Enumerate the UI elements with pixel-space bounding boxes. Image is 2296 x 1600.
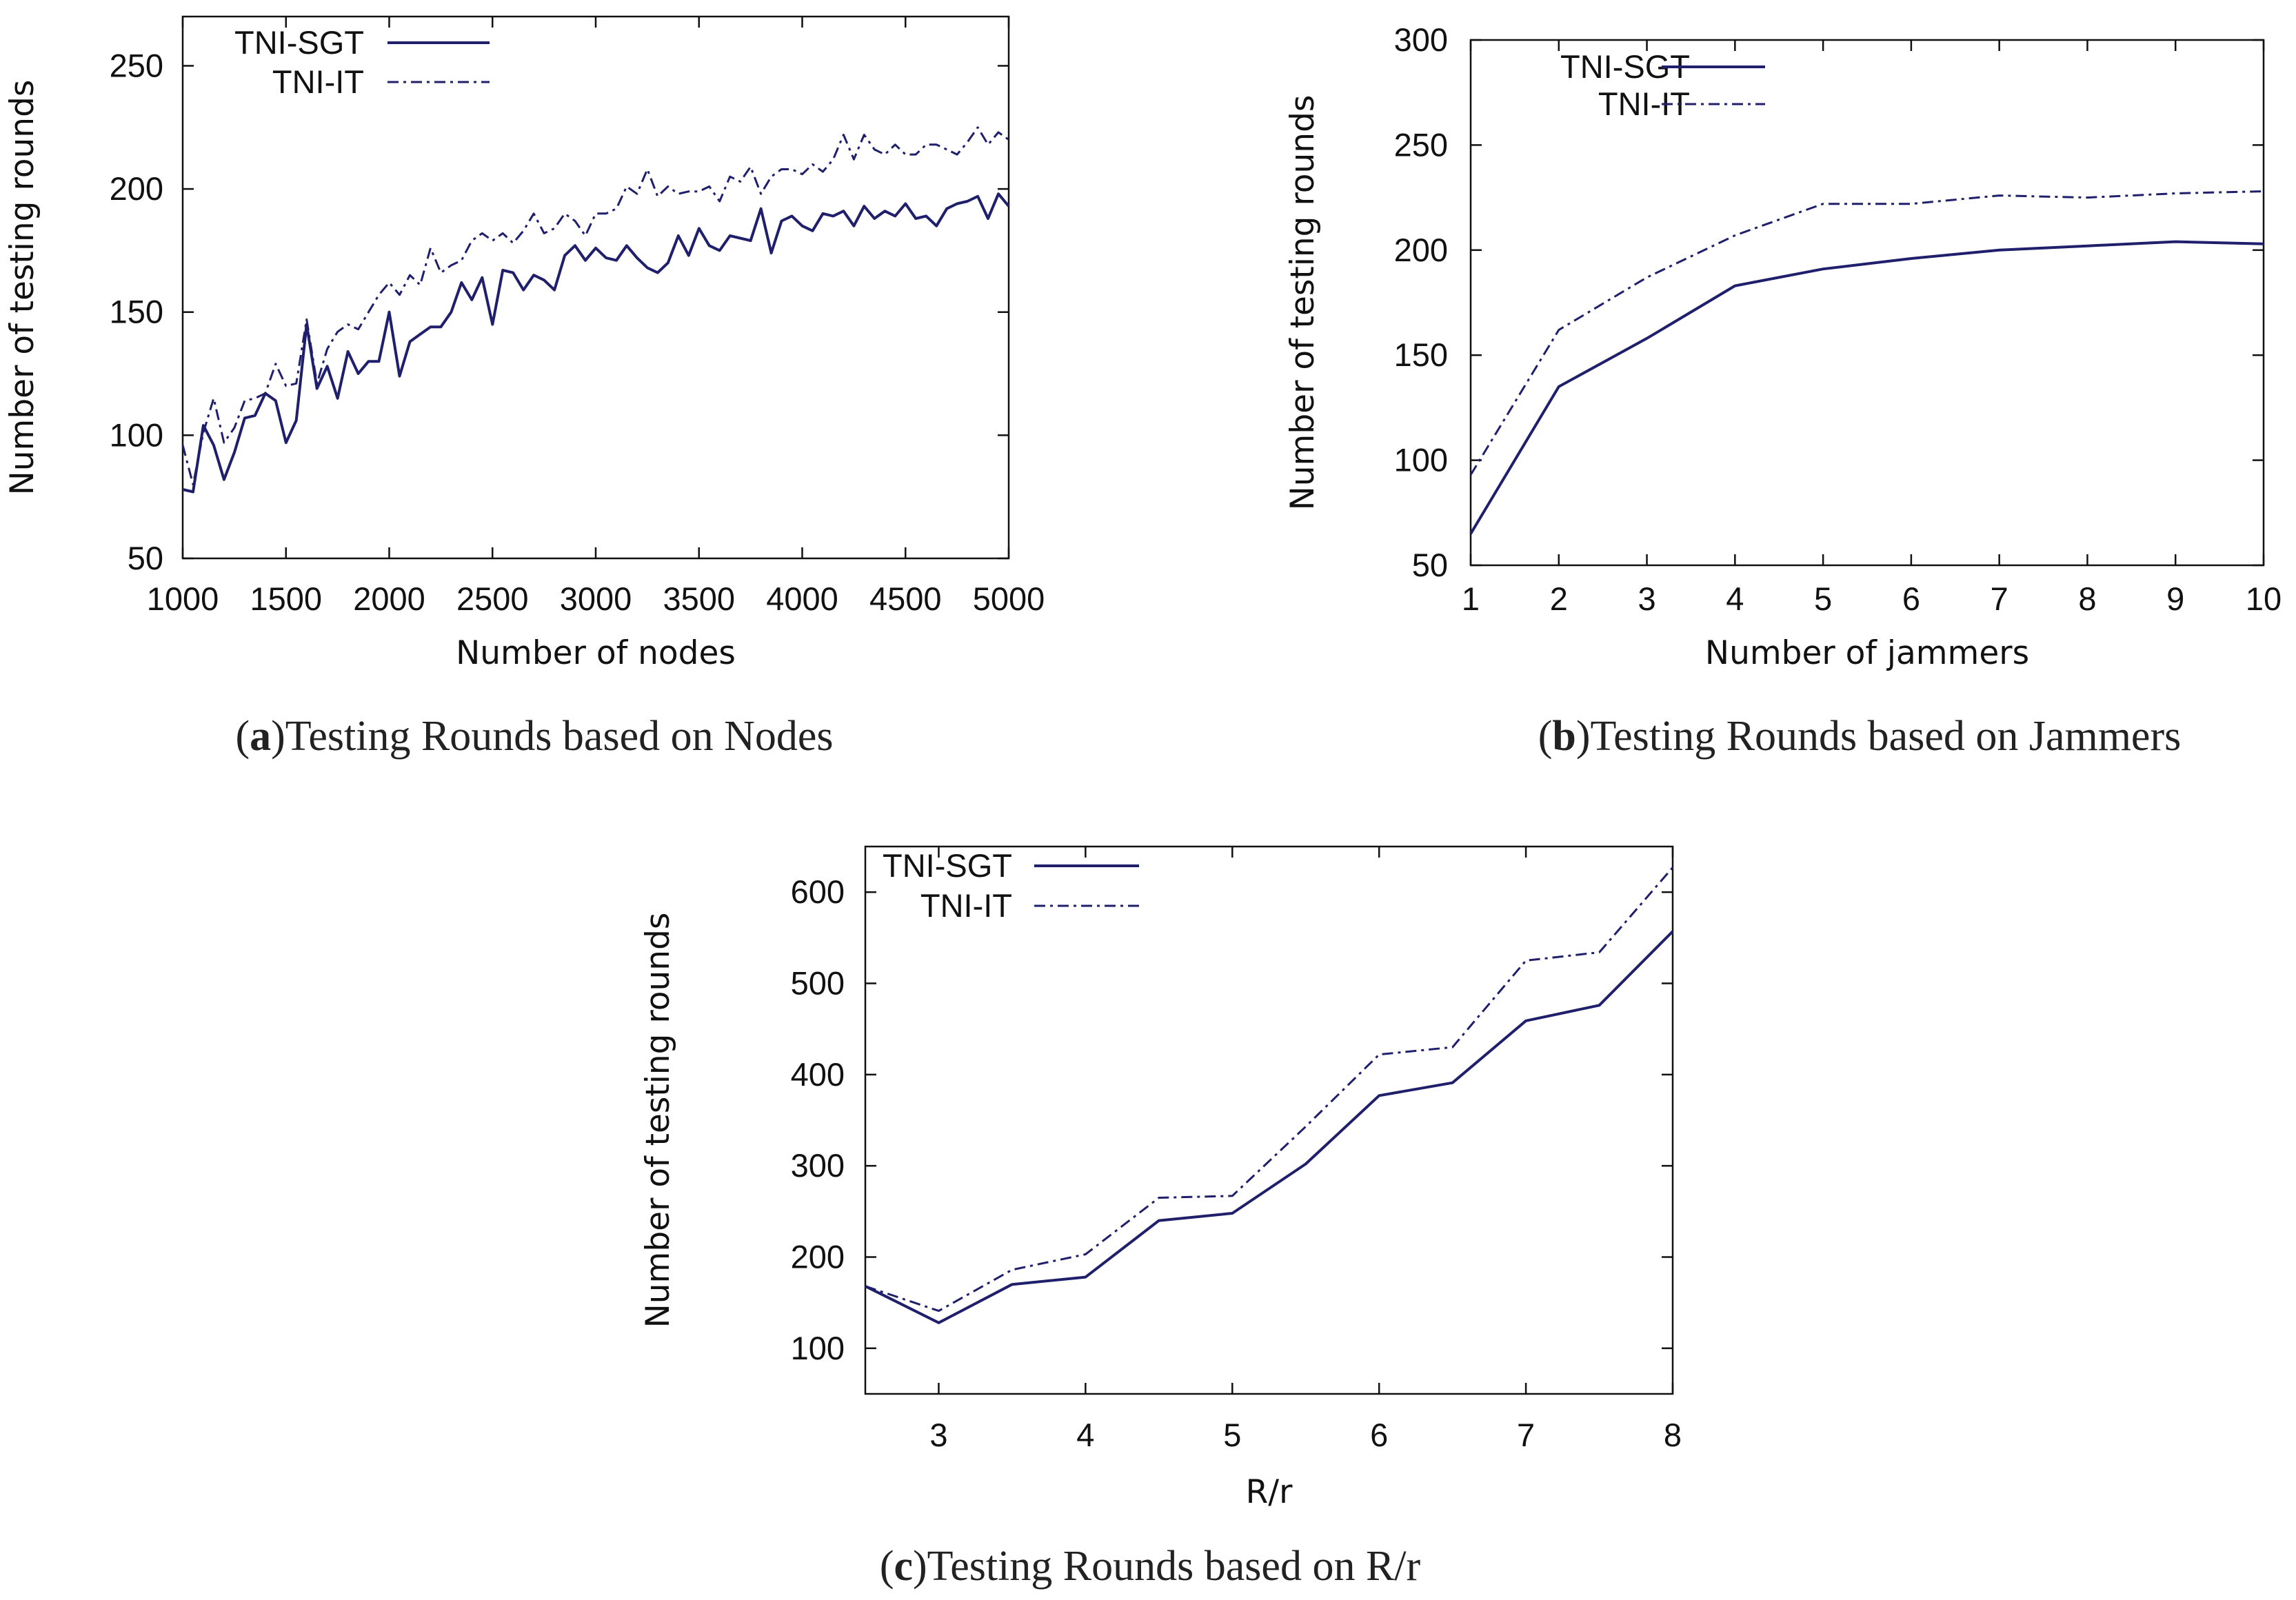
legend-label-tni-it: TNI-IT bbox=[920, 887, 1012, 924]
x-tick-label: 4 bbox=[1726, 580, 1744, 617]
x-axis-label: R/r bbox=[1246, 1473, 1293, 1511]
series-line-tni-sgt bbox=[182, 192, 1010, 494]
x-tick-label: 1500 bbox=[250, 580, 322, 617]
y-tick-label: 300 bbox=[1394, 21, 1448, 58]
y-axis-label: Number of testing rounds bbox=[1284, 95, 1322, 511]
y-tick-label: 500 bbox=[791, 965, 845, 1002]
x-tick-label: 7 bbox=[1991, 580, 2008, 617]
caption-text: Testing Rounds based on R/r bbox=[927, 1543, 1421, 1590]
y-tick-label: 250 bbox=[110, 47, 163, 83]
y-tick-label: 100 bbox=[1394, 442, 1448, 478]
x-tick-label: 7 bbox=[1517, 1417, 1535, 1453]
caption-c: (c)Testing Rounds based on R/r bbox=[880, 1543, 1421, 1590]
panel-b-jammers: 50 100 150 200 250 300 1 2 3 4 5 6 7 8 9 10 Number of ja… bbox=[1284, 21, 2282, 760]
x-tick-label: 6 bbox=[1370, 1417, 1388, 1453]
caption-open-paren: ( bbox=[235, 713, 250, 760]
y-tick-label: 300 bbox=[791, 1147, 845, 1184]
y-tick-label: 50 bbox=[1412, 547, 1448, 583]
x-tick-label: 2500 bbox=[456, 580, 529, 617]
legend-label-tni-it: TNI-IT bbox=[1598, 85, 1690, 122]
series-line-tni-it bbox=[1469, 190, 2264, 476]
y-tick-label: 250 bbox=[1394, 126, 1448, 163]
y-tick-label: 200 bbox=[791, 1239, 845, 1275]
caption-close-paren: ) bbox=[1576, 713, 1591, 760]
y-tick-label: 50 bbox=[128, 540, 163, 576]
x-tick-label: 6 bbox=[1902, 580, 1920, 617]
caption-text: Testing Rounds based on Jammers bbox=[1591, 713, 2182, 760]
x-tick-label: 4500 bbox=[869, 580, 942, 617]
x-tick-label: 1 bbox=[1462, 580, 1480, 617]
caption-close-paren: ) bbox=[271, 713, 285, 760]
x-tick-label: 3500 bbox=[663, 580, 735, 617]
x-tick-label: 8 bbox=[1664, 1417, 1682, 1453]
x-tick-label: 2 bbox=[1550, 580, 1568, 617]
x-tick-label: 8 bbox=[2078, 580, 2096, 617]
legend-label-tni-sgt: TNI-SGT bbox=[234, 24, 364, 61]
x-tick-label: 4 bbox=[1076, 1417, 1094, 1453]
y-axis-label: Number of testing rounds bbox=[3, 80, 41, 496]
x-tick-label: 5000 bbox=[973, 580, 1045, 617]
y-tick-label: 150 bbox=[1394, 336, 1448, 373]
x-tick-label: 1000 bbox=[147, 580, 219, 617]
caption-letter: c bbox=[894, 1543, 913, 1590]
legend-label-tni-sgt: TNI-SGT bbox=[883, 847, 1012, 884]
series-line-tni-sgt bbox=[1469, 240, 2264, 535]
x-axis-label: Number of nodes bbox=[456, 634, 736, 672]
x-tick-label: 4000 bbox=[766, 580, 838, 617]
caption-letter: a bbox=[250, 713, 271, 760]
series-line-tni-sgt bbox=[865, 930, 1674, 1324]
caption-b: (b)Testing Rounds based on Jammers bbox=[1538, 713, 2181, 760]
caption-open-paren: ( bbox=[880, 1543, 894, 1590]
caption-open-paren: ( bbox=[1538, 713, 1553, 760]
x-tick-label: 5 bbox=[1814, 580, 1832, 617]
x-tick-label: 3 bbox=[929, 1417, 947, 1453]
caption-close-paren: ) bbox=[913, 1543, 927, 1590]
y-tick-label: 200 bbox=[110, 170, 163, 207]
y-tick-label: 600 bbox=[791, 873, 845, 910]
x-tick-label: 2000 bbox=[353, 580, 425, 617]
x-tick-label: 3000 bbox=[560, 580, 632, 617]
y-tick-label: 100 bbox=[110, 416, 163, 453]
series-line-tni-it bbox=[865, 867, 1674, 1313]
x-tick-label: 10 bbox=[2246, 580, 2282, 617]
panel-a-nodes: 50 100 150 200 250 1000 1500 2000 2500 3000 3500 40… bbox=[3, 15, 1045, 760]
y-tick-label: 100 bbox=[791, 1330, 845, 1366]
caption-text: Testing Rounds based on Nodes bbox=[285, 713, 834, 760]
caption-a: (a)Testing Rounds based on Nodes bbox=[235, 713, 833, 760]
x-tick-label: 5 bbox=[1223, 1417, 1241, 1453]
series-line-tni-it bbox=[181, 126, 1009, 486]
x-tick-label: 9 bbox=[2166, 580, 2184, 617]
caption-letter: b bbox=[1552, 713, 1575, 760]
y-tick-label: 400 bbox=[791, 1056, 845, 1093]
y-axis-label: Number of testing rounds bbox=[639, 913, 677, 1328]
plot-frame-c bbox=[864, 845, 1674, 1395]
plot-frame-b bbox=[1469, 39, 2265, 567]
x-axis-label: Number of jammers bbox=[1705, 634, 2029, 672]
x-tick-label: 3 bbox=[1638, 580, 1655, 617]
panel-c-ratio: 100 200 300 400 500 600 3 4 5 6 7 8 R/r Number of tes… bbox=[639, 845, 1682, 1590]
y-tick-label: 200 bbox=[1394, 232, 1448, 268]
legend-label-tni-it: TNI-IT bbox=[272, 63, 364, 100]
y-tick-label: 150 bbox=[110, 294, 163, 330]
